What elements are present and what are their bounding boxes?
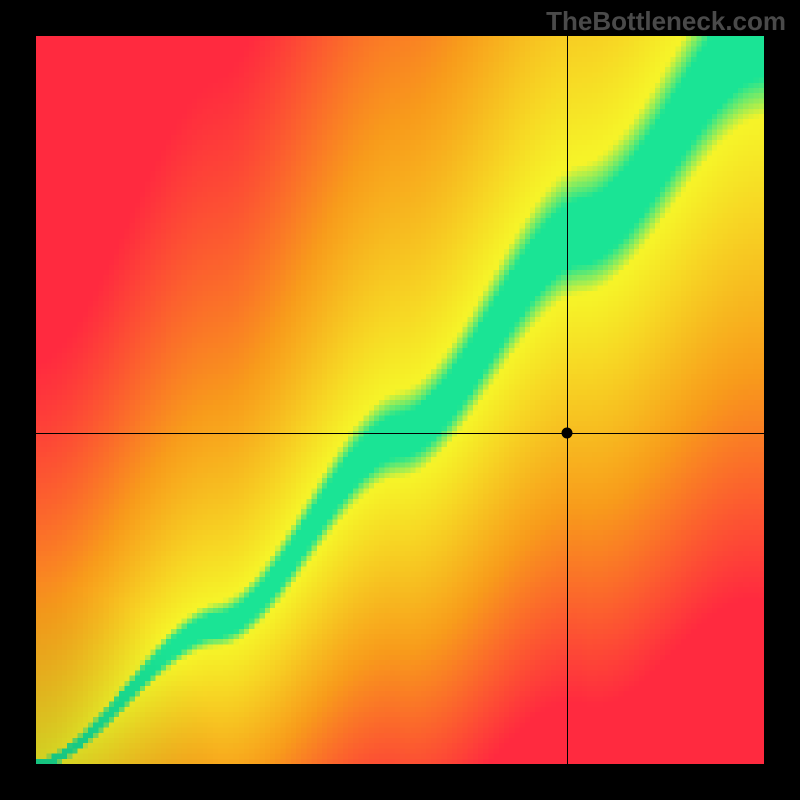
crosshair-marker	[562, 427, 573, 438]
heatmap-plot	[36, 36, 764, 764]
crosshair-vertical	[567, 36, 568, 764]
heatmap-canvas	[36, 36, 764, 764]
crosshair-horizontal	[36, 433, 764, 434]
watermark-text: TheBottleneck.com	[546, 6, 786, 37]
